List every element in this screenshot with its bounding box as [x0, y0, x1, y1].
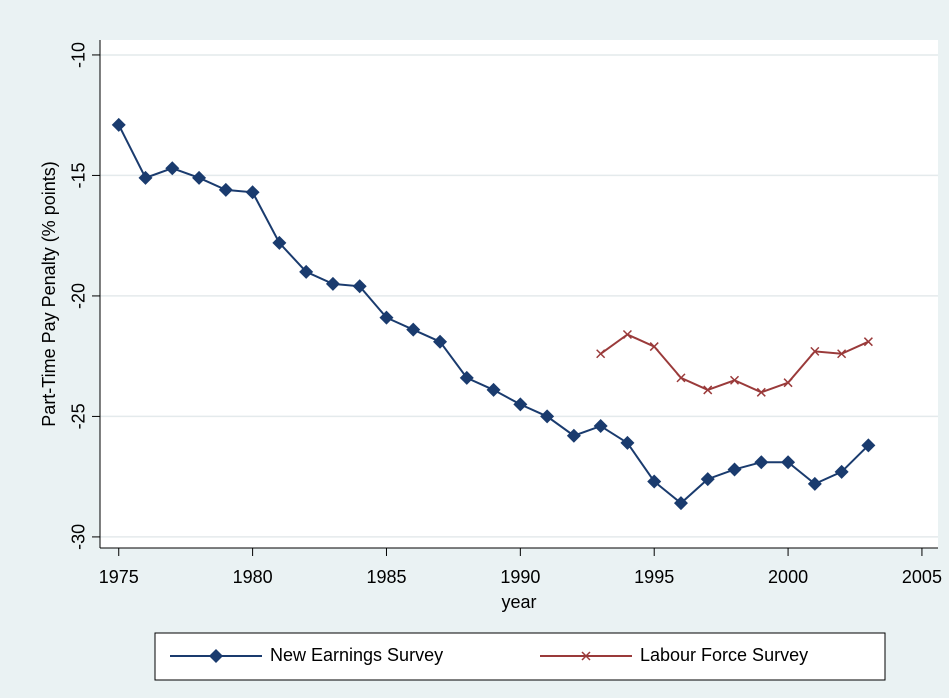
data-point — [647, 474, 662, 489]
data-point — [596, 349, 606, 359]
data-point — [863, 337, 873, 347]
x-tick-label: 2005 — [902, 567, 942, 587]
data-point — [245, 185, 260, 200]
plot-area — [100, 40, 938, 548]
legend-marker — [581, 651, 591, 661]
data-point — [676, 373, 686, 383]
data-point — [433, 334, 448, 349]
data-point — [703, 385, 713, 395]
data-point — [807, 476, 822, 491]
data-point — [138, 170, 153, 185]
data-point — [810, 346, 820, 356]
data-point — [566, 428, 581, 443]
x-tick-label: 1995 — [634, 567, 674, 587]
data-point — [593, 419, 608, 434]
data-point — [379, 310, 394, 325]
data-point — [861, 438, 876, 453]
data-point — [649, 342, 659, 352]
x-tick-label: 1985 — [366, 567, 406, 587]
data-point — [459, 370, 474, 385]
y-tick-label: -15 — [69, 162, 89, 188]
data-point — [673, 496, 688, 511]
data-point — [272, 235, 287, 250]
data-point — [513, 397, 528, 412]
y-tick-label: -20 — [69, 283, 89, 309]
x-axis-title: year — [501, 592, 536, 612]
data-point — [406, 322, 421, 337]
data-point — [754, 455, 769, 470]
legend-marker — [209, 649, 223, 663]
x-tick-label: 1975 — [99, 567, 139, 587]
data-point — [299, 264, 314, 279]
data-point — [834, 464, 849, 479]
data-point — [700, 472, 715, 487]
legend — [154, 632, 886, 681]
data-point — [540, 409, 555, 424]
data-point — [111, 117, 126, 132]
data-point — [622, 329, 632, 340]
data-point — [727, 462, 742, 477]
legend-label: Labour Force Survey — [640, 645, 808, 665]
data-point — [192, 170, 207, 185]
data-point — [218, 182, 233, 197]
x-tick-label: 1980 — [233, 567, 273, 587]
y-axis-title: Part-Time Pay Penalty (% points) — [39, 161, 59, 426]
data-point — [165, 161, 180, 176]
y-tick-label: -25 — [69, 403, 89, 429]
legend-label: New Earnings Survey — [270, 645, 443, 665]
data-point — [620, 435, 635, 450]
data-point — [756, 387, 766, 397]
x-tick-label: 1990 — [500, 567, 540, 587]
data-point — [783, 378, 793, 388]
data-point — [837, 349, 847, 359]
data-point — [352, 279, 367, 294]
data-point — [729, 375, 740, 385]
y-tick-label: -30 — [69, 524, 89, 550]
data-point — [325, 276, 340, 291]
y-tick-label: -10 — [69, 42, 89, 68]
x-tick-label: 2000 — [768, 567, 808, 587]
data-point — [781, 455, 796, 470]
data-point — [486, 382, 501, 397]
